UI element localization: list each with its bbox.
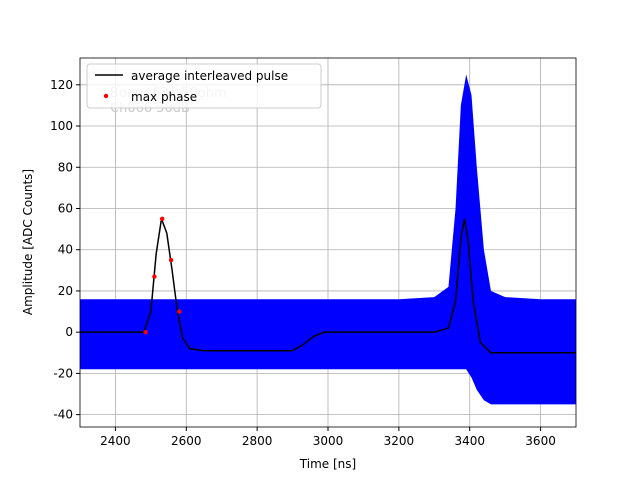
y-tick-label: -20 (53, 366, 73, 380)
legend-box (86, 63, 322, 109)
legend-label: max phase (131, 90, 197, 104)
x-tick-label: 3400 (454, 434, 485, 448)
y-axis-label: Amplitude [ADC Counts] (21, 169, 35, 315)
phase-point (177, 309, 182, 314)
x-tick-label: 2600 (171, 434, 202, 448)
x-axis-label: Time [ns] (299, 457, 356, 471)
x-tick-label: 2400 (100, 434, 131, 448)
x-tick-label: 3000 (313, 434, 344, 448)
legend-label: average interleaved pulse (131, 69, 288, 83)
noise-band (80, 74, 576, 405)
y-tick-label: 100 (50, 119, 73, 133)
legend-swatch (103, 93, 109, 99)
y-tick-label: -40 (53, 408, 73, 422)
y-tick-label: 80 (58, 160, 73, 174)
phase-point (168, 257, 174, 263)
phase-point (143, 329, 148, 335)
plot-frame (79, 57, 577, 428)
phase-point (159, 216, 165, 221)
x-tick-label: 2800 (242, 434, 273, 448)
x-tick-label: 3600 (525, 434, 556, 448)
y-tick-label: 0 (65, 325, 73, 339)
x-tick-label: 3200 (384, 434, 415, 448)
y-tick-label: 40 (58, 243, 73, 257)
phase-point (152, 274, 157, 279)
y-tick-label: 20 (58, 284, 73, 298)
plot-area (80, 74, 576, 405)
y-tick-label: 60 (58, 201, 73, 215)
y-tick-label: 120 (50, 78, 73, 92)
